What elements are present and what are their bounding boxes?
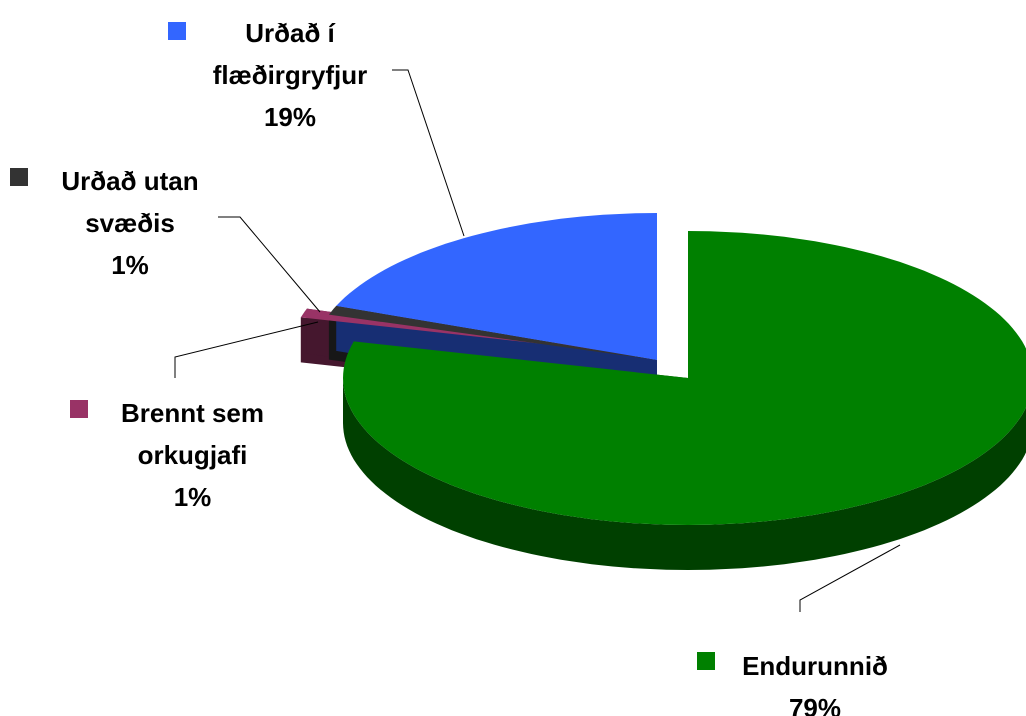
legend-swatch <box>697 652 715 670</box>
category-label: Urðað utan svæðis <box>61 166 199 238</box>
category-label: Urðað í flæðirgryfjur <box>212 18 368 90</box>
leader-line <box>799 544 901 612</box>
leader-line <box>218 216 321 313</box>
legend-swatch <box>70 400 88 418</box>
slice <box>343 231 1026 525</box>
slice <box>336 213 657 360</box>
value-label: 1% <box>111 250 149 280</box>
data-label: Urðað utan svæðis 1% <box>20 160 240 286</box>
legend-swatch <box>168 22 186 40</box>
leader-line <box>174 321 319 378</box>
slice-side <box>343 378 1026 570</box>
category-label: Endurunnið <box>742 651 888 681</box>
leader-line <box>392 69 465 237</box>
legend-swatch <box>10 168 28 186</box>
data-label: Endurunnið 79% <box>710 645 920 716</box>
data-label: Brennt sem orkugjafi 1% <box>95 392 290 518</box>
slice <box>328 305 657 360</box>
data-label: Urðað í flæðirgryfjur 19% <box>190 12 390 138</box>
category-label: Brennt sem orkugjafi <box>120 398 265 470</box>
value-label: 79% <box>788 693 842 716</box>
value-label: 19% <box>263 102 317 132</box>
pie <box>300 213 1026 570</box>
value-label: 1% <box>173 482 212 512</box>
